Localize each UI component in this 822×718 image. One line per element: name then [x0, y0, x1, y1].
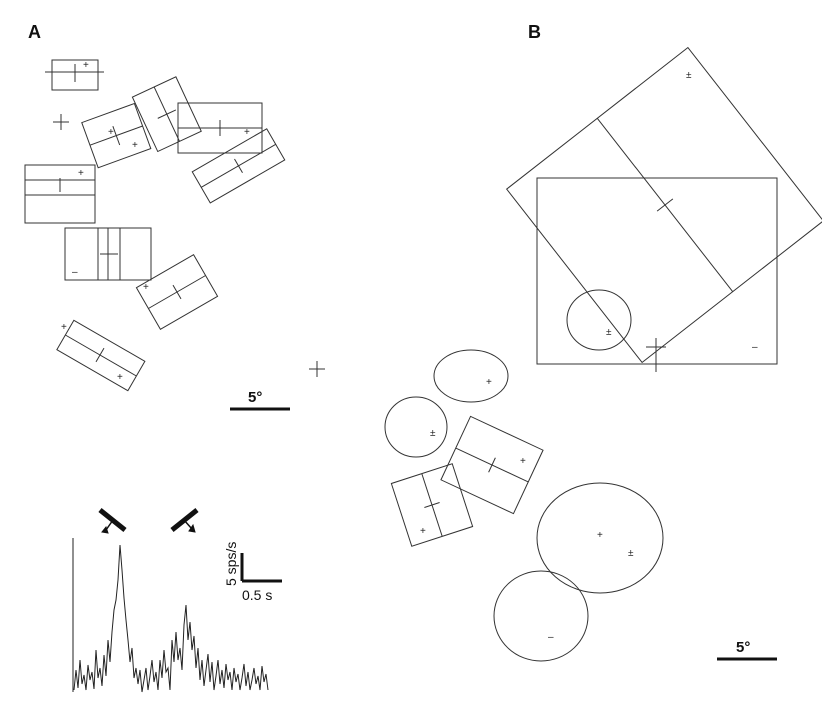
stimulus-bar-icon-2: [170, 508, 199, 533]
rf-a6: [24, 164, 96, 224]
rf-b-circle-large: [536, 482, 664, 594]
fixation-cross-center: [309, 361, 325, 377]
rf-b-large-square: [536, 177, 778, 372]
panel-b-label: B: [528, 22, 541, 42]
psth-y-scale-label: 5 sps/s: [223, 542, 239, 586]
scale-label-b: 5°: [736, 639, 751, 656]
sign-plus: +: [597, 530, 603, 541]
rf-a7: [64, 227, 152, 281]
sign-plus: +: [61, 322, 67, 333]
sign-plus: +: [520, 456, 526, 467]
sign-plus: +: [244, 127, 250, 138]
rf-b-tilted-rect: [440, 415, 544, 515]
sign-plus: +: [83, 60, 89, 71]
psth-scale-bars: [240, 553, 282, 583]
sign-plus: +: [132, 140, 138, 151]
sign-minus: –: [72, 267, 78, 278]
rf-b-small-rect: [390, 463, 474, 547]
rf-a4: [177, 102, 263, 154]
sign-plus-minus: ±: [628, 548, 634, 559]
fixation-cross-a: [53, 114, 69, 130]
rf-b-circle-small: [384, 396, 448, 458]
rf-a2: [81, 102, 152, 169]
sign-plus-minus: ±: [606, 327, 612, 338]
rf-a3: [131, 76, 202, 153]
sign-minus: –: [752, 342, 758, 353]
sign-plus-minus: ±: [430, 428, 436, 439]
rf-a5: [191, 128, 286, 204]
sign-plus: +: [143, 282, 149, 293]
sign-plus: +: [108, 127, 114, 138]
rf-b-circle-bottom: [493, 570, 589, 662]
sign-plus-minus: ±: [686, 70, 692, 81]
rf-b-oval-1: [433, 349, 509, 403]
panel-b-fields: [384, 46, 822, 662]
rf-a1: [45, 59, 104, 91]
rf-a8: [135, 254, 219, 330]
psth-histogram: [73, 544, 269, 693]
stimulus-bar-icon-1: [98, 508, 127, 534]
sign-plus: +: [420, 526, 426, 537]
rf-a9: [56, 319, 146, 392]
field-signs: + + + + + – + + + ± ± – + ± + + + ± –: [61, 60, 758, 643]
psth-x-scale-label: 0.5 s: [242, 587, 272, 603]
panel-a-fields: [24, 59, 286, 392]
rf-b-large-tilted: [505, 46, 822, 364]
sign-minus: –: [548, 632, 554, 643]
panel-a-label: A: [28, 22, 41, 42]
sign-plus: +: [486, 377, 492, 388]
scale-label-a: 5°: [248, 389, 263, 406]
sign-plus: +: [117, 372, 123, 383]
sign-plus: +: [78, 168, 84, 179]
rf-b-circle-inner: [566, 289, 632, 351]
